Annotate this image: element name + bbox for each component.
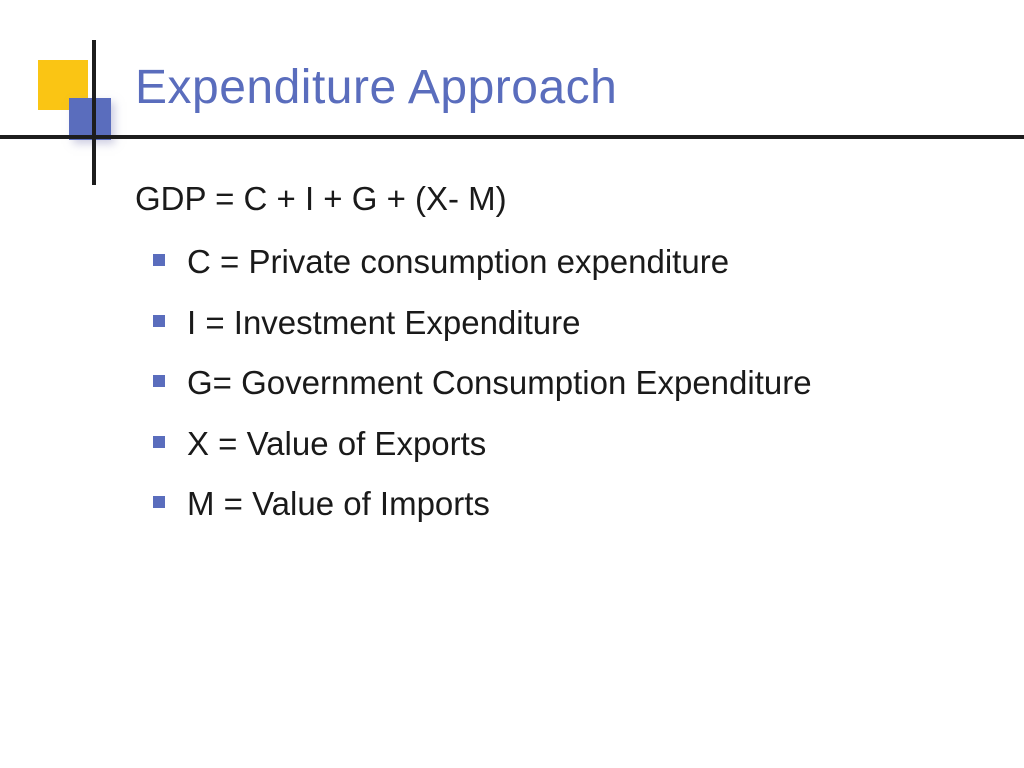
bullet-icon <box>153 496 165 508</box>
bullet-text: G= Government Consumption Expenditure <box>187 361 812 406</box>
bullet-icon <box>153 254 165 266</box>
horizontal-divider <box>0 135 1024 139</box>
list-item: I = Investment Expenditure <box>135 301 915 346</box>
slide-content: GDP = C + I + G + (X- M) C = Private con… <box>135 180 915 543</box>
list-item: X = Value of Exports <box>135 422 915 467</box>
bullet-text: M = Value of Imports <box>187 482 490 527</box>
list-item: G= Government Consumption Expenditure <box>135 361 915 406</box>
bullet-icon <box>153 315 165 327</box>
definition-list: C = Private consumption expenditure I = … <box>135 240 915 527</box>
bullet-text: I = Investment Expenditure <box>187 301 580 346</box>
gdp-formula: GDP = C + I + G + (X- M) <box>135 180 915 218</box>
slide-decoration <box>24 60 114 155</box>
list-item: M = Value of Imports <box>135 482 915 527</box>
slide-title: Expenditure Approach <box>135 60 617 115</box>
blue-square-icon <box>69 98 111 140</box>
bullet-icon <box>153 375 165 387</box>
bullet-text: C = Private consumption expenditure <box>187 240 729 285</box>
list-item: C = Private consumption expenditure <box>135 240 915 285</box>
bullet-text: X = Value of Exports <box>187 422 486 467</box>
vertical-divider <box>92 40 96 185</box>
bullet-icon <box>153 436 165 448</box>
